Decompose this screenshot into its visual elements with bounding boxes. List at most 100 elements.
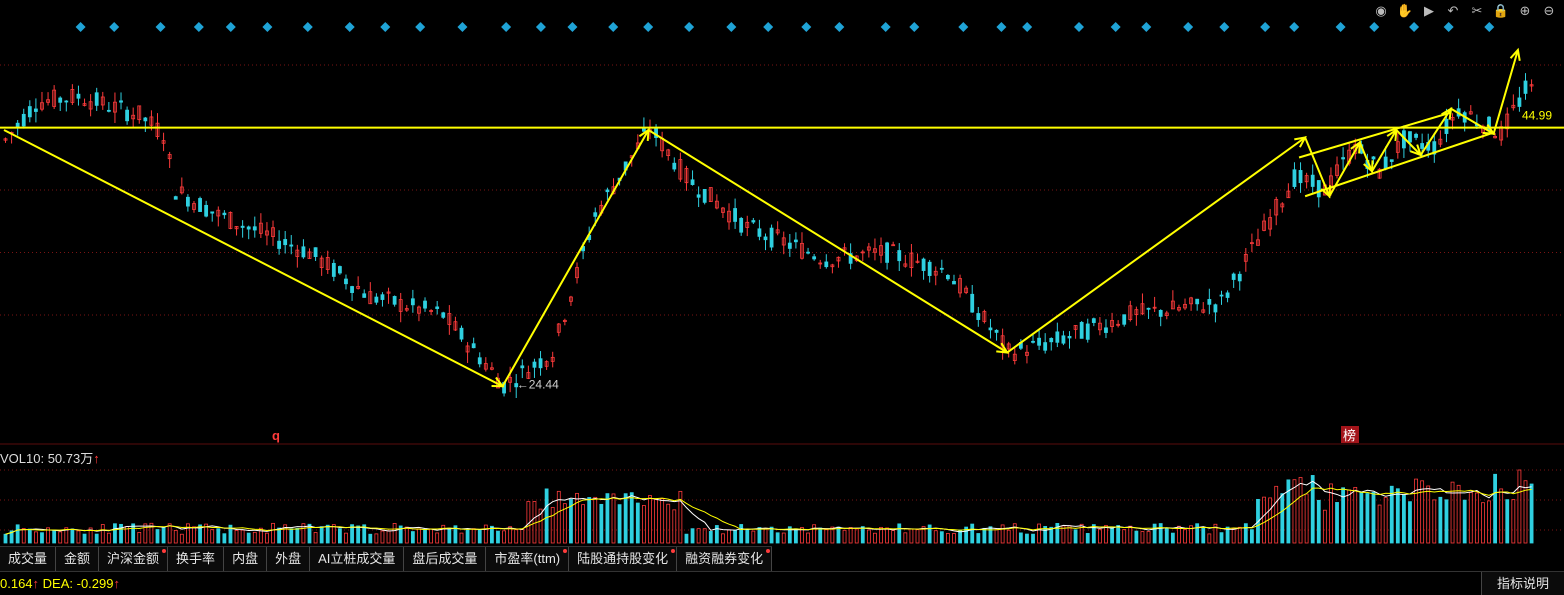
candle-body	[307, 251, 312, 259]
hand-icon[interactable]: ✋	[1396, 3, 1414, 18]
undo-icon[interactable]: ↶	[1447, 3, 1459, 18]
volume-bar	[1170, 532, 1175, 544]
volume-bar	[623, 493, 628, 544]
tab-label: AI立桩成交量	[318, 551, 396, 566]
indicator-help-button[interactable]: 指标说明	[1481, 572, 1564, 595]
volume-bar	[155, 529, 160, 544]
zoom-in-icon[interactable]: ⊕	[1519, 3, 1531, 18]
eye-icon[interactable]: ◉	[1375, 3, 1387, 18]
volume-bar	[423, 528, 427, 544]
candle-body	[921, 258, 926, 271]
volume-bar	[185, 523, 190, 544]
signal-diamond-icon	[344, 22, 355, 32]
candle-body	[27, 106, 32, 118]
candle-body	[192, 203, 196, 210]
volume-bar	[1201, 527, 1206, 544]
volume-bar	[410, 531, 415, 544]
candle-body	[806, 251, 810, 254]
volume-bar	[1286, 479, 1291, 544]
candle-body	[1158, 310, 1163, 317]
volume-bar	[708, 531, 713, 544]
volume-bar	[1499, 488, 1504, 544]
candle-body	[897, 250, 902, 262]
volume-bar	[1432, 499, 1437, 544]
volume-bar	[1389, 485, 1394, 544]
signal-diamond-icon	[567, 22, 578, 32]
signal-diamond-icon	[801, 22, 812, 32]
candle-body	[149, 116, 154, 126]
volume-bar	[40, 532, 44, 544]
volume-bar	[885, 527, 889, 544]
candle-body	[1134, 309, 1139, 316]
signal-diamond-icon	[608, 22, 619, 32]
candle-body	[356, 286, 361, 289]
volume-bar	[514, 529, 519, 544]
candle-body	[319, 257, 324, 268]
tab-9[interactable]: 陆股通持股变化	[569, 547, 678, 571]
tab-0[interactable]: 成交量	[0, 547, 57, 571]
volume-bar	[113, 523, 117, 544]
signal-diamond-icon	[155, 22, 166, 32]
tab-3[interactable]: 换手率	[168, 547, 225, 571]
candle-body	[1517, 97, 1522, 107]
tab-2[interactable]: 沪深金额	[99, 547, 169, 571]
volume-bar	[903, 532, 908, 544]
zoom-out-icon[interactable]: ⊖	[1543, 3, 1555, 18]
candle-body	[1207, 299, 1212, 305]
volume-bar	[289, 528, 294, 544]
volume-bar	[1426, 485, 1431, 544]
tab-dot-icon	[671, 549, 676, 553]
tab-10[interactable]: 融资融券变化	[677, 547, 773, 571]
scissors-icon[interactable]: ✂	[1471, 3, 1483, 18]
candle-body	[605, 189, 610, 193]
tab-8[interactable]: 市盈率(ttm)	[486, 547, 570, 571]
candle-body	[532, 361, 537, 368]
candle-body	[556, 323, 561, 333]
volume-bar	[818, 527, 823, 544]
tab-1[interactable]: 金额	[56, 547, 100, 571]
volume-bar	[1122, 529, 1127, 544]
volume-bar	[617, 504, 622, 544]
tab-7[interactable]: 盘后成交量	[404, 547, 487, 571]
tab-6[interactable]: AI立桩成交量	[310, 547, 405, 571]
tab-label: 金额	[64, 551, 91, 566]
volume-bar	[1031, 533, 1035, 544]
volume-bar	[538, 508, 543, 544]
candle-body	[119, 100, 123, 103]
tab-label: 盘后成交量	[412, 551, 478, 566]
volume-bar	[356, 525, 361, 544]
candle-body	[429, 310, 434, 312]
volume-bar	[696, 528, 701, 544]
candle-body	[161, 140, 166, 144]
volume-bar	[1511, 499, 1516, 544]
volume-bar	[1000, 524, 1005, 544]
play-icon[interactable]: ▶	[1424, 3, 1434, 18]
volume-bar	[1408, 501, 1412, 544]
candle-body	[842, 247, 847, 251]
candle-body	[185, 196, 190, 207]
lock-icon[interactable]: 🔒	[1492, 3, 1510, 18]
candle-body	[514, 383, 519, 388]
candlestick-series	[3, 73, 1534, 399]
tab-5[interactable]: 外盘	[267, 547, 311, 571]
volume-bar	[739, 524, 744, 544]
candle-body	[1183, 303, 1187, 309]
volume-bar	[532, 501, 537, 544]
volume-bar	[654, 499, 658, 544]
volume-bar	[1237, 526, 1242, 544]
candle-body	[331, 262, 336, 277]
candle-body	[544, 361, 549, 367]
candle-body	[1383, 156, 1388, 169]
volume-bar	[210, 529, 215, 544]
candlestick-chart[interactable]: ←24.44 44.99 q 榜	[0, 0, 1564, 545]
candle-body	[848, 253, 853, 264]
volume-bar	[337, 528, 342, 544]
arrow-head-icon	[1509, 47, 1521, 62]
volume-bar	[3, 533, 8, 544]
tab-4[interactable]: 内盘	[224, 547, 268, 571]
arrow-head-icon	[1386, 128, 1398, 142]
candle-body	[696, 194, 701, 198]
volume-bar	[52, 529, 57, 544]
candle-body	[15, 122, 20, 128]
volume-bar	[1091, 524, 1096, 544]
